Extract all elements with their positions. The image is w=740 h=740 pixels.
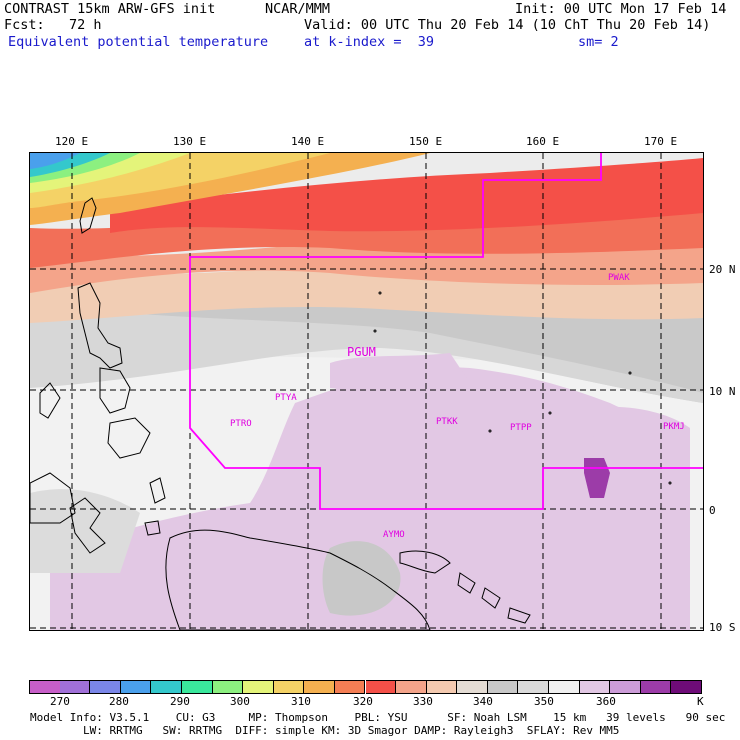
colorbar-swatch <box>426 680 458 694</box>
colorbar-swatch <box>334 680 366 694</box>
colorbar-swatch <box>365 680 397 694</box>
colorbar-label-280: 280 <box>109 695 129 708</box>
header-init-time: Init: 00 UTC Mon 17 Feb 14 <box>515 1 727 17</box>
colorbar-swatch <box>90 680 121 694</box>
lat-label-0: 0 <box>709 504 716 517</box>
colorbar-swatch <box>120 680 152 694</box>
station-label-pwak: PWAK <box>608 273 630 283</box>
colorbar-unit: K <box>697 695 704 708</box>
station-label-ptpp: PTPP <box>510 423 532 433</box>
colorbar-swatch <box>610 680 641 694</box>
colorbar-label-350: 350 <box>534 695 554 708</box>
header-field-name: Equivalent potential temperature <box>8 34 269 50</box>
colorbar-label-300: 300 <box>230 695 250 708</box>
station-label-ptro: PTRO <box>230 419 252 429</box>
lon-label-170e: 170 E <box>644 135 678 148</box>
station-label-ptkk: PTKK <box>436 417 458 427</box>
header-forecast-hour: Fcst: 72 h <box>4 17 102 33</box>
colorbar-swatch <box>273 680 305 694</box>
header-org: NCAR/MMM <box>265 1 331 17</box>
colorbar-label-290: 290 <box>170 695 190 708</box>
station-label-pgum: PGUM <box>347 345 376 359</box>
colorbar-label-320: 320 <box>353 695 373 708</box>
colorbar-swatch <box>518 680 550 694</box>
colorbar-swatch <box>151 680 182 694</box>
footer-model-info: Model Info: V3.5.1 CU: G3 MP: Thompson P… <box>30 711 726 724</box>
colorbar-swatch <box>396 680 427 694</box>
colorbar-swatch <box>59 680 91 694</box>
lon-label-130e: 130 E <box>173 135 207 148</box>
lat-label-20n: 20 N <box>709 263 736 276</box>
colorbar-label-340: 340 <box>473 695 493 708</box>
colorbar-swatch <box>671 680 702 694</box>
colorbar-swatch <box>304 680 335 694</box>
colorbar-swatch <box>549 680 580 694</box>
lat-label-10s: 10 S <box>709 621 736 634</box>
lon-label-160e: 160 E <box>526 135 560 148</box>
station-label-aymo: AYMO <box>383 530 405 540</box>
colorbar-swatch <box>243 680 274 694</box>
header-smoothing: sm= 2 <box>578 34 619 50</box>
colorbar-swatch <box>181 680 213 694</box>
colorbar-swatch <box>487 680 519 694</box>
colorbar-swatch <box>212 680 244 694</box>
colorbar-swatch <box>640 680 672 694</box>
header-model-title: CONTRAST 15km ARW-GFS init <box>4 1 216 17</box>
colorbar-swatch <box>579 680 611 694</box>
lon-label-120e: 120 E <box>55 135 89 148</box>
colorbar-swatch <box>457 680 488 694</box>
colorbar-label-310: 310 <box>291 695 311 708</box>
lat-label-10n: 10 N <box>709 385 736 398</box>
header-level: at k-index = 39 <box>304 34 435 50</box>
station-label-ptya: PTYA <box>275 393 297 403</box>
lon-label-140e: 140 E <box>291 135 325 148</box>
station-label-pkmj: PKMJ <box>663 422 685 432</box>
theta-e-map <box>29 152 704 631</box>
colorbar-label-360: 360 <box>596 695 616 708</box>
lon-label-150e: 150 E <box>409 135 443 148</box>
colorbar-label-270: 270 <box>50 695 70 708</box>
footer-physics-info: LW: RRTMG SW: RRTMG DIFF: simple KM: 3D … <box>83 724 620 737</box>
header-valid-time: Valid: 00 UTC Thu 20 Feb 14 (10 ChT Thu … <box>304 17 711 33</box>
colorbar-label-330: 330 <box>413 695 433 708</box>
colorbar-swatch <box>29 680 61 694</box>
